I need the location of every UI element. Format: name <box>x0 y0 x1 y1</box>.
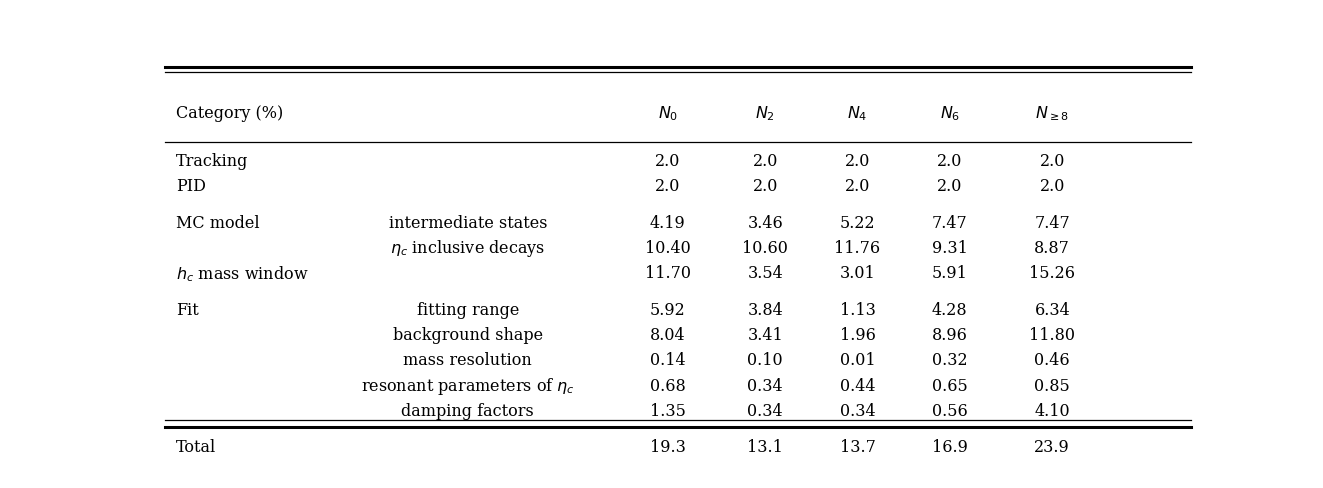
Text: $N_2$: $N_2$ <box>755 104 775 122</box>
Text: 11.76: 11.76 <box>835 240 881 257</box>
Text: 0.34: 0.34 <box>840 402 876 419</box>
Text: 2.0: 2.0 <box>655 153 680 170</box>
Text: Fit: Fit <box>176 301 198 318</box>
Text: 0.85: 0.85 <box>1035 377 1070 394</box>
Text: damping factors: damping factors <box>401 402 534 419</box>
Text: 15.26: 15.26 <box>1029 265 1076 282</box>
Text: mass resolution: mass resolution <box>404 352 532 368</box>
Text: $h_c$ mass window: $h_c$ mass window <box>176 264 308 283</box>
Text: 2.0: 2.0 <box>1040 153 1065 170</box>
Text: 1.13: 1.13 <box>840 301 876 318</box>
Text: 10.40: 10.40 <box>644 240 691 257</box>
Text: 2.0: 2.0 <box>845 153 871 170</box>
Text: 2.0: 2.0 <box>937 153 962 170</box>
Text: $N_6$: $N_6$ <box>939 104 960 122</box>
Text: intermediate states: intermediate states <box>389 214 548 231</box>
Text: resonant parameters of $\eta_c$: resonant parameters of $\eta_c$ <box>361 375 574 396</box>
Text: 7.47: 7.47 <box>1035 214 1070 231</box>
Text: 4.10: 4.10 <box>1035 402 1070 419</box>
Text: 3.84: 3.84 <box>747 301 783 318</box>
Text: fitting range: fitting range <box>417 301 519 318</box>
Text: background shape: background shape <box>393 326 542 344</box>
Text: 7.47: 7.47 <box>931 214 967 231</box>
Text: 9.31: 9.31 <box>931 240 967 257</box>
Text: 3.54: 3.54 <box>747 265 783 282</box>
Text: 4.19: 4.19 <box>650 214 685 231</box>
Text: 6.34: 6.34 <box>1035 301 1070 318</box>
Text: 2.0: 2.0 <box>753 153 778 170</box>
Text: 0.56: 0.56 <box>931 402 967 419</box>
Text: $N_4$: $N_4$ <box>847 104 868 122</box>
Text: 3.46: 3.46 <box>747 214 783 231</box>
Text: 3.41: 3.41 <box>747 326 783 344</box>
Text: 2.0: 2.0 <box>845 178 871 195</box>
Text: 5.92: 5.92 <box>650 301 685 318</box>
Text: Total: Total <box>176 438 216 455</box>
Text: 11.80: 11.80 <box>1029 326 1076 344</box>
Text: 2.0: 2.0 <box>937 178 962 195</box>
Text: 0.14: 0.14 <box>650 352 685 368</box>
Text: 8.87: 8.87 <box>1035 240 1070 257</box>
Text: 8.04: 8.04 <box>650 326 685 344</box>
Text: 23.9: 23.9 <box>1035 438 1070 455</box>
Text: 2.0: 2.0 <box>753 178 778 195</box>
Text: $\eta_c$ inclusive decays: $\eta_c$ inclusive decays <box>390 238 545 259</box>
Text: 0.44: 0.44 <box>840 377 876 394</box>
Text: 10.60: 10.60 <box>742 240 789 257</box>
Text: 0.32: 0.32 <box>931 352 967 368</box>
Text: $N_{\geq8}$: $N_{\geq8}$ <box>1036 104 1069 122</box>
Text: 0.01: 0.01 <box>840 352 876 368</box>
Text: 0.65: 0.65 <box>931 377 967 394</box>
Text: 0.10: 0.10 <box>747 352 783 368</box>
Text: 2.0: 2.0 <box>655 178 680 195</box>
Text: PID: PID <box>176 178 205 195</box>
Text: 5.22: 5.22 <box>840 214 876 231</box>
Text: Category (%): Category (%) <box>176 104 283 122</box>
Text: 13.7: 13.7 <box>840 438 876 455</box>
Text: 5.91: 5.91 <box>931 265 967 282</box>
Text: 0.68: 0.68 <box>650 377 685 394</box>
Text: 3.01: 3.01 <box>840 265 876 282</box>
Text: 8.96: 8.96 <box>931 326 967 344</box>
Text: 1.96: 1.96 <box>840 326 876 344</box>
Text: $N_0$: $N_0$ <box>658 104 677 122</box>
Text: 0.46: 0.46 <box>1035 352 1070 368</box>
Text: 0.34: 0.34 <box>747 377 783 394</box>
Text: MC model: MC model <box>176 214 259 231</box>
Text: 11.70: 11.70 <box>644 265 691 282</box>
Text: 13.1: 13.1 <box>747 438 783 455</box>
Text: 0.34: 0.34 <box>747 402 783 419</box>
Text: 16.9: 16.9 <box>931 438 967 455</box>
Text: Tracking: Tracking <box>176 153 247 170</box>
Text: 2.0: 2.0 <box>1040 178 1065 195</box>
Text: 19.3: 19.3 <box>650 438 685 455</box>
Text: 1.35: 1.35 <box>650 402 685 419</box>
Text: 4.28: 4.28 <box>931 301 967 318</box>
